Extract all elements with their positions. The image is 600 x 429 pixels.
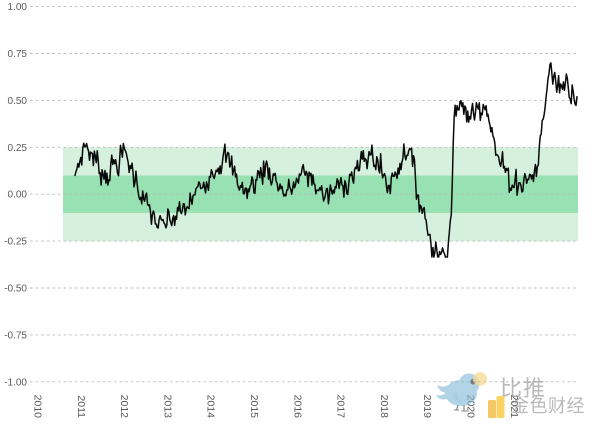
- svg-text:2010: 2010: [32, 395, 44, 419]
- svg-text:2014: 2014: [205, 395, 217, 419]
- svg-text:-0.25: -0.25: [4, 237, 27, 248]
- svg-text:金色财经: 金色财经: [511, 396, 585, 416]
- svg-text:-0.75: -0.75: [4, 330, 27, 341]
- svg-text:2017: 2017: [335, 395, 347, 419]
- svg-text:2013: 2013: [161, 395, 173, 419]
- svg-text:0.25: 0.25: [8, 143, 28, 154]
- svg-text:0.00: 0.00: [8, 190, 28, 201]
- svg-text:0.75: 0.75: [8, 49, 28, 60]
- svg-text:2019: 2019: [421, 395, 433, 419]
- svg-text:1.00: 1.00: [8, 2, 28, 13]
- svg-text:-1.00: -1.00: [4, 377, 27, 388]
- svg-text:2011: 2011: [75, 395, 87, 418]
- svg-text:2015: 2015: [248, 395, 260, 419]
- svg-text:0.50: 0.50: [8, 96, 28, 107]
- svg-text:2012: 2012: [118, 395, 130, 419]
- svg-text:2016: 2016: [291, 395, 303, 419]
- svg-text:2018: 2018: [378, 395, 390, 419]
- svg-text:-0.50: -0.50: [4, 284, 27, 295]
